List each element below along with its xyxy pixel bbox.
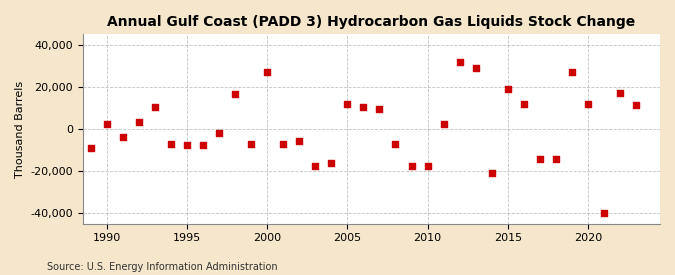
Point [390, 142, 401, 146]
Point [262, 70, 273, 75]
Point [486, 171, 497, 175]
Title: Annual Gulf Coast (PADD 3) Hydrocarbon Gas Liquids Stock Change: Annual Gulf Coast (PADD 3) Hydrocarbon G… [107, 15, 636, 29]
Point [535, 156, 545, 161]
Point [630, 103, 641, 107]
Text: Source: U.S. Energy Information Administration: Source: U.S. Energy Information Administ… [47, 262, 278, 272]
Point [310, 164, 321, 168]
Y-axis label: Thousand Barrels: Thousand Barrels [15, 81, 25, 178]
Point [117, 135, 128, 140]
Point [566, 70, 577, 75]
Point [374, 107, 385, 111]
Point [550, 156, 561, 161]
Point [422, 164, 433, 168]
Point [438, 122, 449, 126]
Point [134, 120, 144, 124]
Point [358, 105, 369, 109]
Point [518, 101, 529, 106]
Point [470, 66, 481, 70]
Point [342, 101, 353, 106]
Point [86, 146, 97, 150]
Point [246, 142, 256, 146]
Point [214, 131, 225, 136]
Point [198, 143, 209, 147]
Point [165, 142, 176, 146]
Point [326, 161, 337, 165]
Point [583, 101, 593, 106]
Point [406, 164, 417, 168]
Point [454, 59, 465, 64]
Point [182, 143, 192, 147]
Point [502, 87, 513, 91]
Point [614, 91, 625, 95]
Point [150, 105, 161, 109]
Point [599, 211, 610, 215]
Point [101, 122, 112, 126]
Point [230, 92, 240, 97]
Point [278, 142, 289, 146]
Point [294, 138, 304, 143]
